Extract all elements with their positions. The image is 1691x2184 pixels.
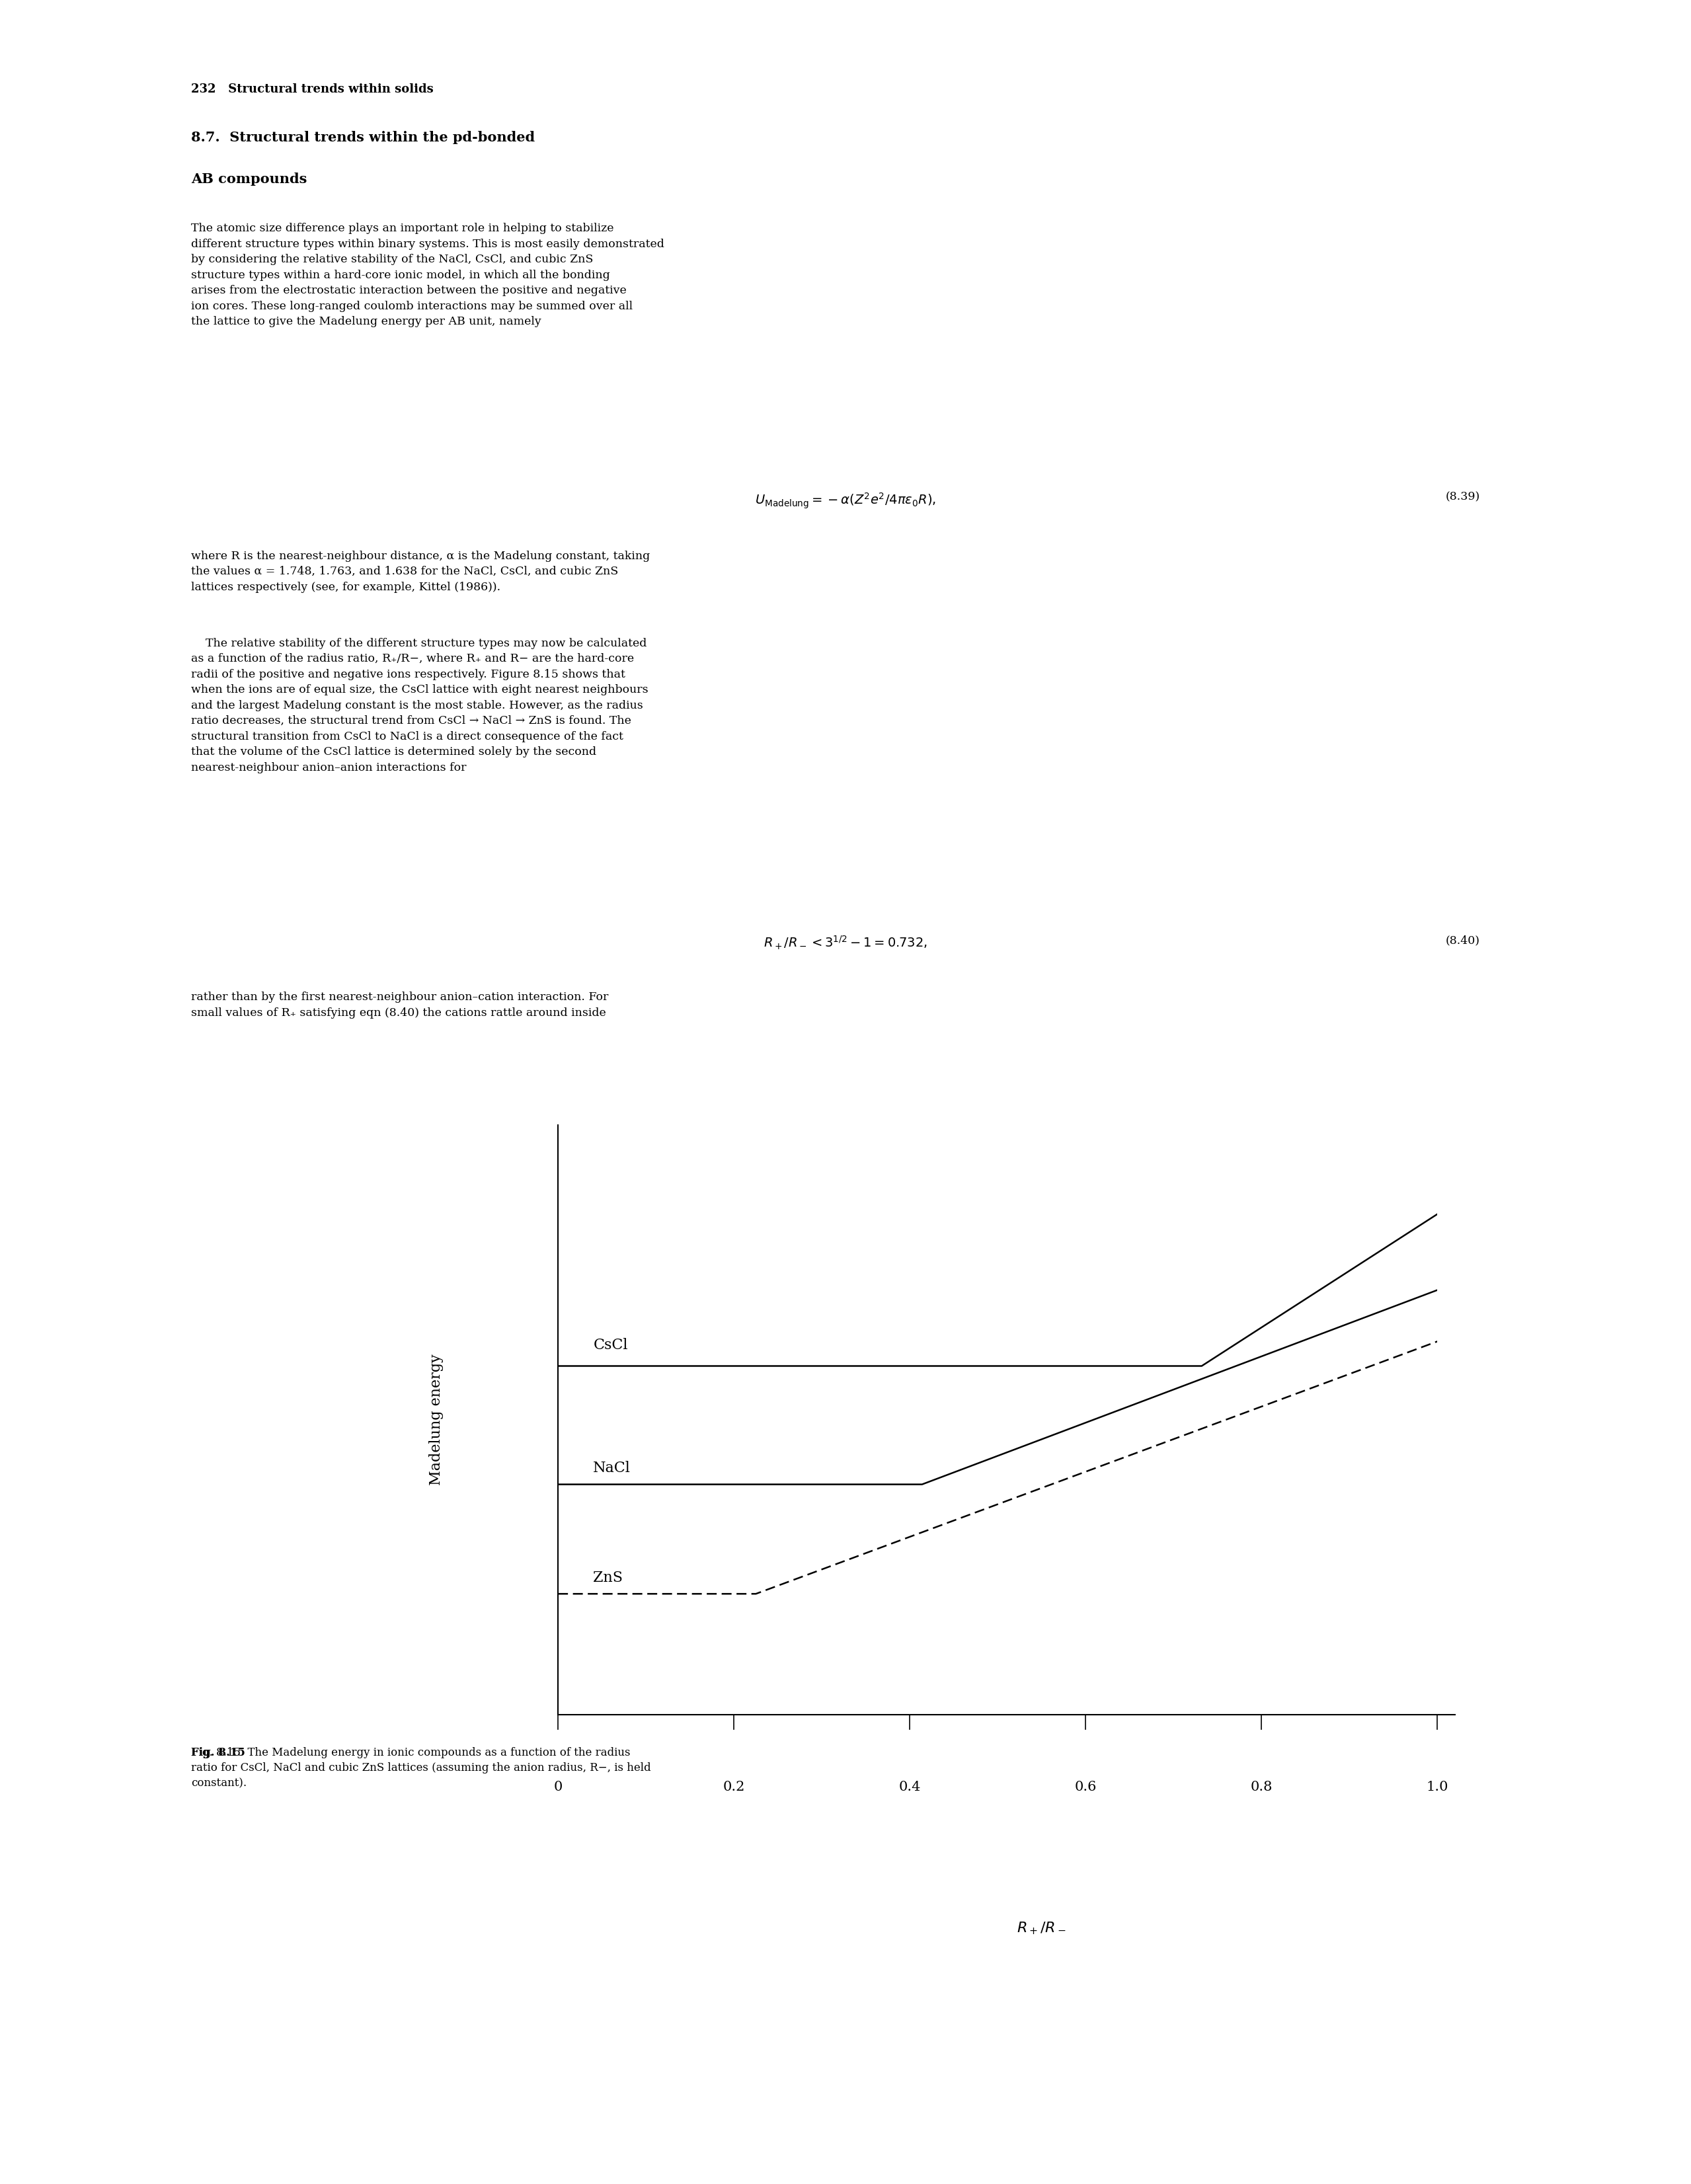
Text: 0: 0 [553, 1780, 563, 1793]
Text: (8.39): (8.39) [1446, 491, 1480, 502]
Text: 0.4: 0.4 [898, 1780, 922, 1793]
Text: $R_+/R_- < 3^{1/2} - 1 = 0.732,$: $R_+/R_- < 3^{1/2} - 1 = 0.732,$ [764, 935, 927, 952]
Text: where R is the nearest-neighbour distance, α is the Madelung constant, taking
th: where R is the nearest-neighbour distanc… [191, 550, 649, 592]
Text: rather than by the first nearest-neighbour anion–cation interaction. For
small v: rather than by the first nearest-neighbo… [191, 992, 609, 1018]
Text: The relative stability of the different structure types may now be calculated
as: The relative stability of the different … [191, 638, 648, 773]
Text: Fig. 8.15: Fig. 8.15 [191, 1747, 245, 1758]
Text: 0.6: 0.6 [1074, 1780, 1097, 1793]
Text: Fig. 8.15  The Madelung energy in ionic compounds as a function of the radius
ra: Fig. 8.15 The Madelung energy in ionic c… [191, 1747, 651, 1789]
Text: 232   Structural trends within solids: 232 Structural trends within solids [191, 83, 433, 94]
Text: 8.7.  Structural trends within the pd-bonded: 8.7. Structural trends within the pd-bon… [191, 131, 534, 144]
Text: AB compounds: AB compounds [191, 173, 308, 186]
Text: Madelung energy: Madelung energy [430, 1354, 443, 1485]
Text: $R_+/R_-$: $R_+/R_-$ [1016, 1922, 1067, 1937]
Text: CsCl: CsCl [594, 1339, 627, 1352]
Text: 0.2: 0.2 [722, 1780, 746, 1793]
Text: ZnS: ZnS [594, 1570, 622, 1586]
Text: The atomic size difference plays an important role in helping to stabilize
diffe: The atomic size difference plays an impo… [191, 223, 665, 328]
Text: $U_{\mathrm{Madelung}} = -\alpha(Z^2 e^2/4\pi\varepsilon_0 R),$: $U_{\mathrm{Madelung}} = -\alpha(Z^2 e^2… [754, 491, 937, 511]
Text: 0.8: 0.8 [1250, 1780, 1273, 1793]
Text: (8.40): (8.40) [1446, 935, 1480, 946]
Text: NaCl: NaCl [594, 1461, 631, 1476]
Text: 1.0: 1.0 [1426, 1780, 1449, 1793]
